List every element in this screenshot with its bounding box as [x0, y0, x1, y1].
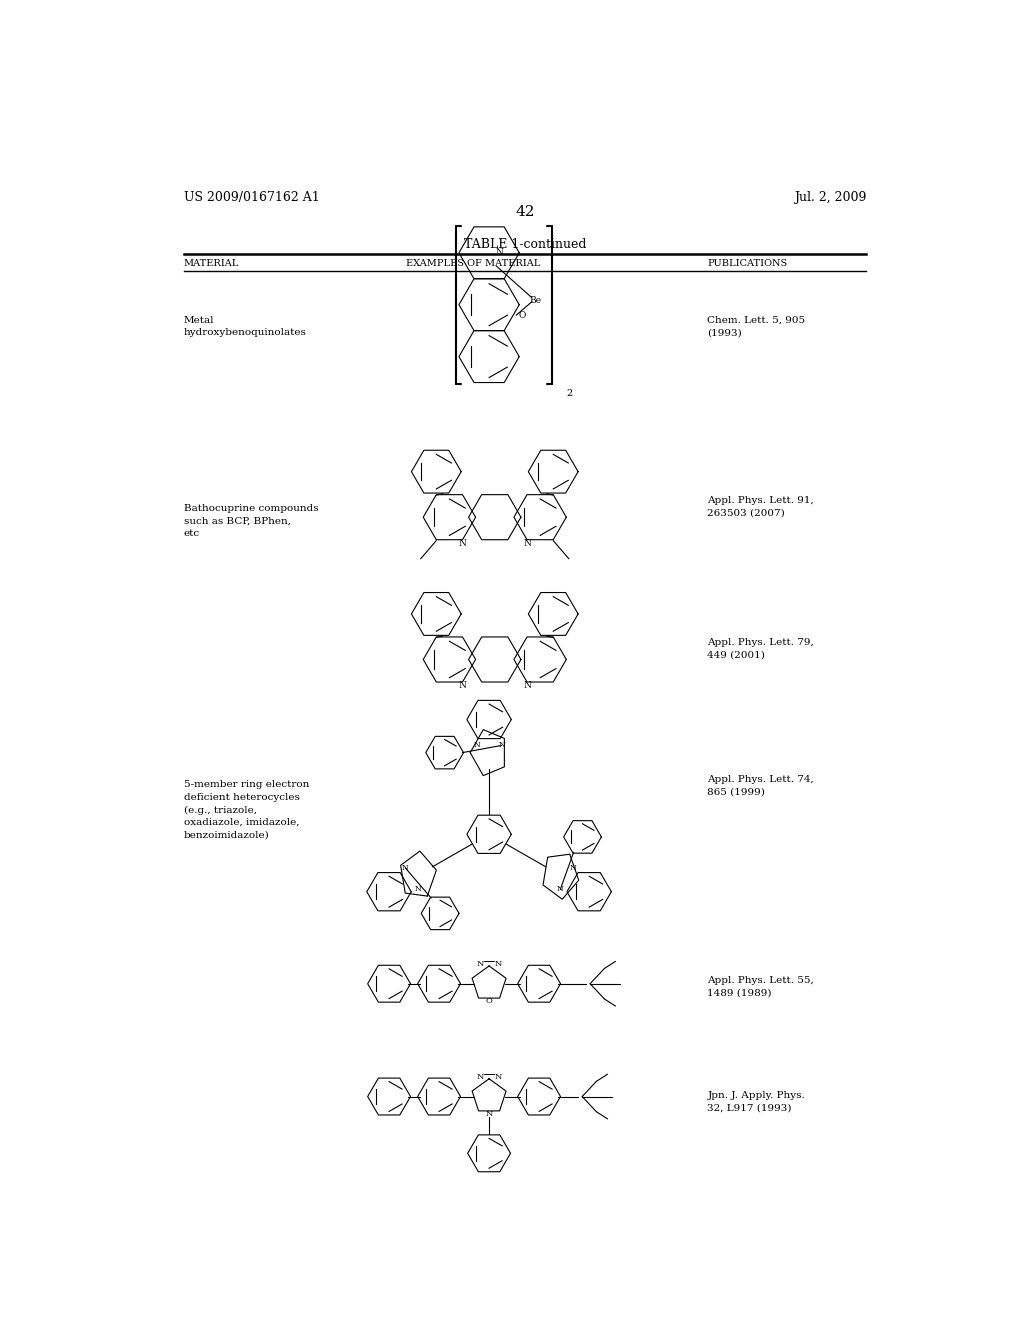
Text: Appl. Phys. Lett. 91,
263503 (2007): Appl. Phys. Lett. 91, 263503 (2007) [708, 496, 814, 517]
Text: N: N [499, 742, 505, 750]
Text: 42: 42 [515, 205, 535, 219]
Text: N: N [415, 886, 421, 894]
Text: N: N [402, 865, 409, 873]
Text: O: O [518, 310, 526, 319]
Text: N: N [523, 539, 531, 548]
Text: N: N [476, 1073, 483, 1081]
Text: N: N [495, 961, 502, 969]
Text: Metal
hydroxybenoquinolates: Metal hydroxybenoquinolates [183, 315, 306, 338]
Text: PUBLICATIONS: PUBLICATIONS [708, 259, 787, 268]
Text: Appl. Phys. Lett. 55,
1489 (1989): Appl. Phys. Lett. 55, 1489 (1989) [708, 975, 814, 997]
Text: N: N [459, 681, 467, 690]
Text: N: N [459, 539, 467, 548]
Text: N: N [557, 886, 563, 894]
Text: EXAMPLES OF MATERIAL: EXAMPLES OF MATERIAL [406, 259, 540, 268]
Text: Appl. Phys. Lett. 79,
449 (2001): Appl. Phys. Lett. 79, 449 (2001) [708, 638, 814, 660]
Text: N: N [485, 1110, 493, 1118]
Text: Chem. Lett. 5, 905
(1993): Chem. Lett. 5, 905 (1993) [708, 315, 806, 338]
Text: N: N [569, 865, 577, 873]
Text: US 2009/0167162 A1: US 2009/0167162 A1 [183, 191, 319, 203]
Text: Jpn. J. Apply. Phys.
32, L917 (1993): Jpn. J. Apply. Phys. 32, L917 (1993) [708, 1092, 805, 1113]
Text: 5-member ring electron
deficient heterocycles
(e.g., triazole,
oxadiazole, imida: 5-member ring electron deficient heteroc… [183, 780, 309, 840]
Text: Appl. Phys. Lett. 74,
865 (1999): Appl. Phys. Lett. 74, 865 (1999) [708, 775, 814, 797]
Text: MATERIAL: MATERIAL [183, 259, 239, 268]
Text: Jul. 2, 2009: Jul. 2, 2009 [794, 191, 866, 203]
Text: N: N [523, 681, 531, 690]
Text: N: N [476, 961, 483, 969]
Text: N: N [473, 742, 480, 750]
Text: O: O [485, 998, 493, 1006]
Text: N: N [495, 1073, 502, 1081]
Text: Bathocuprine compounds
such as BCP, BPhen,
etc: Bathocuprine compounds such as BCP, BPhe… [183, 504, 318, 539]
Text: 2: 2 [566, 388, 573, 397]
Text: N: N [496, 248, 504, 257]
Text: TABLE 1-continued: TABLE 1-continued [464, 238, 586, 251]
Text: Be: Be [529, 296, 542, 305]
